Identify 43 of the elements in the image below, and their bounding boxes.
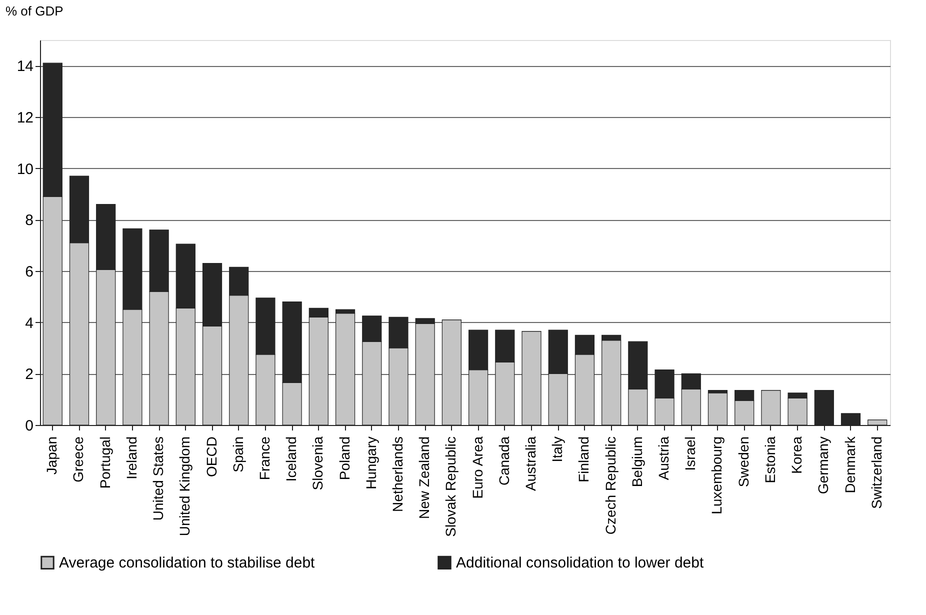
x-tick-label: Portugal: [96, 436, 113, 489]
y-tick-label: 10: [16, 160, 34, 178]
y-tick-label: 12: [16, 110, 34, 126]
x-tick-label: Greece: [70, 436, 86, 482]
x-tick-label: Israel: [682, 436, 698, 471]
x-tick-label: Austria: [656, 436, 672, 480]
x-tick-label: Netherlands: [389, 436, 406, 512]
x-tick-label: Canada: [496, 436, 512, 486]
x-tick-label: Switzerland: [868, 436, 884, 509]
x-tick-label: Hungary: [362, 436, 379, 490]
x-tick-label: Estonia: [762, 436, 778, 484]
x-tick-label: Belgium: [628, 436, 645, 488]
x-tick-label: Germany: [815, 436, 832, 494]
x-tick-label: Iceland: [283, 436, 300, 482]
x-tick-label: OECD: [203, 436, 220, 477]
x-tick-label: Slovak Republic: [442, 436, 459, 537]
y-tick-label: 2: [25, 366, 34, 384]
x-tick-label: Czech Republic: [602, 436, 618, 535]
y-tick-label: 6: [25, 264, 34, 280]
x-tick-label: Finland: [576, 436, 592, 482]
y-tick-label: 8: [25, 212, 34, 230]
x-tick-label: Spain: [230, 436, 246, 472]
legend-label: Additional consolidation to lower debt: [456, 554, 704, 572]
x-tick-label: Luxembourg: [708, 436, 725, 514]
x-tick-label: Korea: [788, 436, 805, 474]
y-tick-label: 4: [25, 314, 34, 332]
x-tick-label: Japan: [44, 436, 60, 475]
y-axis-title: % of GDP: [6, 4, 64, 18]
x-tick-label: Denmark: [842, 436, 858, 494]
legend-label: Average consolidation to stabilise debt: [59, 554, 316, 572]
x-tick-label: Sweden: [735, 436, 752, 488]
x-tick-label: Euro Area: [469, 436, 486, 499]
y-tick-label: 14: [16, 58, 34, 76]
x-tick-label: France: [256, 436, 272, 480]
x-tick-label: New Zealand: [416, 436, 432, 519]
x-tick-label: Italy: [549, 436, 566, 462]
x-tick-label: Slovenia: [310, 436, 326, 490]
x-tick-label: Ireland: [123, 436, 140, 480]
x-tick-label: Poland: [336, 436, 352, 480]
y-tick-label: 0: [25, 418, 34, 434]
x-tick-label: United States: [150, 436, 166, 521]
x-tick-label: United Kingdom: [176, 436, 193, 536]
x-tick-label: Australia: [522, 436, 539, 491]
